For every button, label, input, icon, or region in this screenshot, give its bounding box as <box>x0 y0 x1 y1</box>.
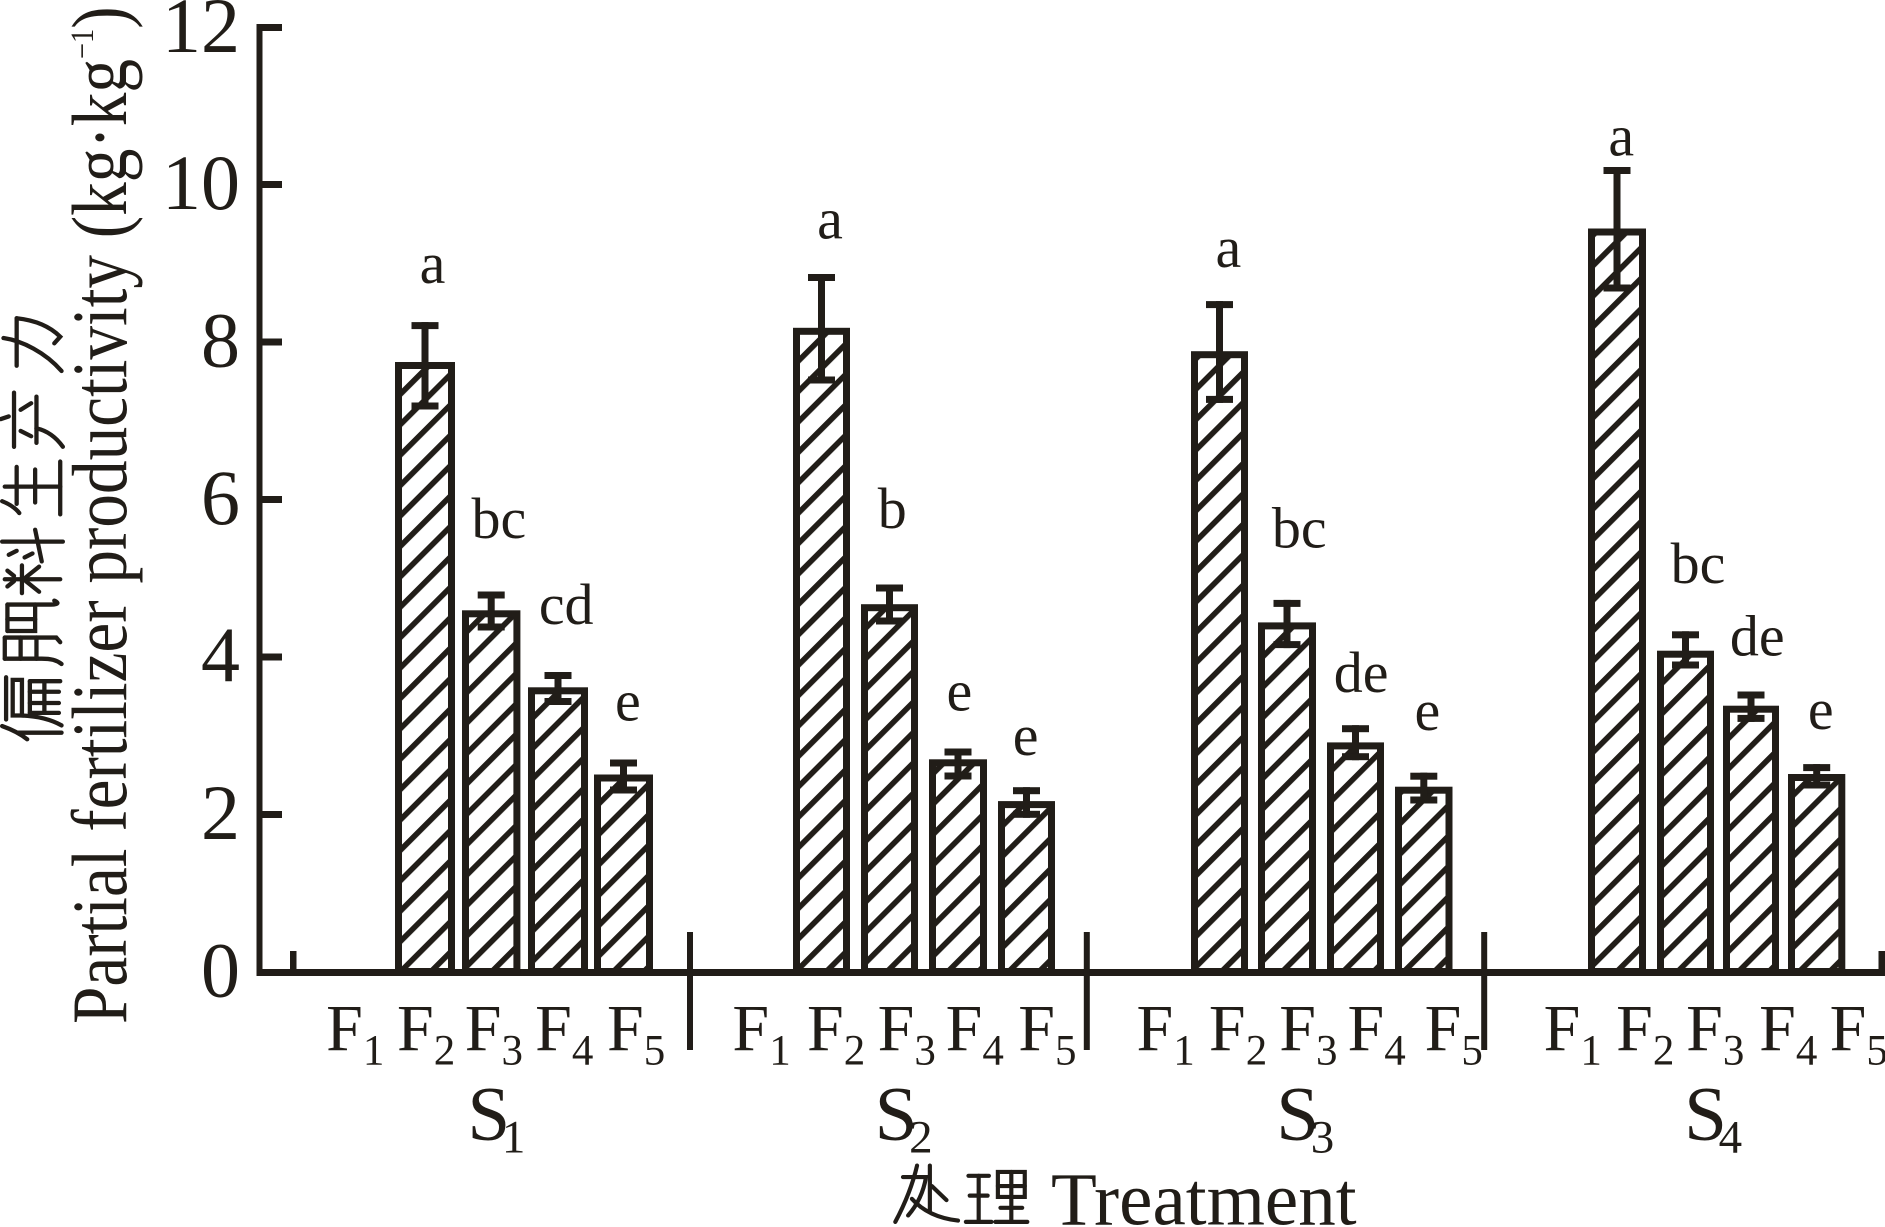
svg-text:F: F <box>535 992 572 1065</box>
svg-text:3: 3 <box>502 1028 524 1075</box>
svg-text:F: F <box>1018 992 1055 1065</box>
svg-text:F: F <box>1279 992 1316 1065</box>
svg-text:3: 3 <box>1316 1028 1338 1075</box>
svg-text:4: 4 <box>982 1028 1004 1075</box>
svg-text:F: F <box>1348 992 1385 1065</box>
svg-text:0: 0 <box>201 927 240 1014</box>
svg-text:F: F <box>465 992 502 1065</box>
svg-text:2: 2 <box>1653 1028 1675 1075</box>
svg-text:12: 12 <box>162 0 240 69</box>
svg-text:6: 6 <box>201 454 240 541</box>
svg-text:F: F <box>732 992 769 1065</box>
svg-text:2: 2 <box>844 1028 866 1075</box>
svg-text:e: e <box>1808 677 1834 742</box>
svg-text:Treatment: Treatment <box>1051 1159 1357 1227</box>
svg-text:e: e <box>615 669 641 734</box>
svg-text:F: F <box>1686 992 1723 1065</box>
svg-text:4: 4 <box>201 612 240 699</box>
svg-text:10: 10 <box>162 139 240 226</box>
svg-text:bc: bc <box>1671 531 1726 596</box>
svg-text:F: F <box>326 992 363 1065</box>
svg-text:a: a <box>817 187 843 252</box>
svg-text:e: e <box>947 659 973 724</box>
svg-text:de: de <box>1334 640 1389 705</box>
svg-text:F: F <box>607 992 644 1065</box>
svg-text:2: 2 <box>434 1028 456 1075</box>
svg-text:4: 4 <box>1796 1028 1818 1075</box>
svg-text:5: 5 <box>1866 1028 1885 1075</box>
svg-text:F: F <box>878 992 915 1065</box>
svg-text:cd: cd <box>539 572 594 637</box>
svg-text:F: F <box>1137 992 1174 1065</box>
svg-text:5: 5 <box>1055 1028 1077 1075</box>
svg-text:S: S <box>1684 1071 1727 1157</box>
svg-text:a: a <box>420 231 446 296</box>
svg-text:2: 2 <box>201 769 240 856</box>
svg-text:F: F <box>807 992 844 1065</box>
svg-text:1: 1 <box>1173 1028 1195 1075</box>
svg-text:F: F <box>1425 992 1462 1065</box>
svg-text:3: 3 <box>1723 1028 1745 1075</box>
svg-text:8: 8 <box>201 297 240 384</box>
svg-text:F: F <box>1830 992 1867 1065</box>
svg-text:e: e <box>1415 678 1441 743</box>
svg-text:1: 1 <box>1580 1028 1602 1075</box>
svg-text:F: F <box>1616 992 1653 1065</box>
svg-text:3: 3 <box>914 1028 936 1075</box>
svg-text:bc: bc <box>1272 496 1327 561</box>
svg-text:a: a <box>1608 104 1634 169</box>
svg-text:1: 1 <box>502 1112 526 1164</box>
svg-text:5: 5 <box>1461 1028 1483 1075</box>
svg-text:4: 4 <box>1384 1028 1406 1075</box>
svg-text:F: F <box>1544 992 1581 1065</box>
svg-text:S: S <box>1276 1071 1319 1157</box>
svg-text:F: F <box>1759 992 1796 1065</box>
svg-text:de: de <box>1730 603 1785 668</box>
svg-text:4: 4 <box>1719 1112 1743 1164</box>
svg-text:3: 3 <box>1311 1112 1335 1164</box>
svg-text:4: 4 <box>572 1028 594 1075</box>
svg-text:F: F <box>946 992 983 1065</box>
svg-text:S: S <box>875 1071 918 1157</box>
svg-text:a: a <box>1216 215 1242 280</box>
svg-text:b: b <box>878 476 907 541</box>
svg-text:5: 5 <box>644 1028 666 1075</box>
svg-text:Partial fertilizer productivit: Partial fertilizer productivity (kg·kg−1… <box>56 6 143 1024</box>
svg-text:1: 1 <box>769 1028 791 1075</box>
svg-text:S: S <box>467 1071 510 1157</box>
svg-text:F: F <box>397 992 434 1065</box>
svg-text:bc: bc <box>472 486 527 551</box>
svg-text:2: 2 <box>1246 1028 1268 1075</box>
svg-text:F: F <box>1209 992 1246 1065</box>
svg-text:e: e <box>1013 703 1039 768</box>
svg-text:1: 1 <box>363 1028 385 1075</box>
svg-text:2: 2 <box>909 1112 933 1164</box>
